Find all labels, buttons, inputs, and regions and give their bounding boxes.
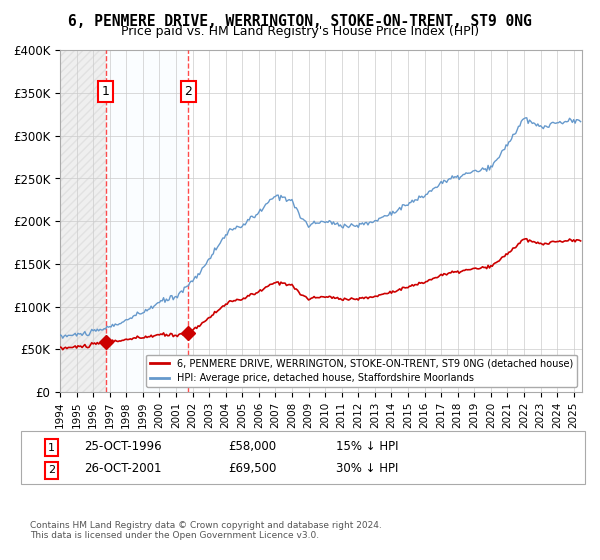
Legend: 6, PENMERE DRIVE, WERRINGTON, STOKE-ON-TRENT, ST9 0NG (detached house), HPI: Ave: 6, PENMERE DRIVE, WERRINGTON, STOKE-ON-T… [146,354,577,387]
Text: 1: 1 [48,443,55,453]
Text: £69,500: £69,500 [228,462,277,475]
Text: Contains HM Land Registry data © Crown copyright and database right 2024.
This d: Contains HM Land Registry data © Crown c… [30,521,382,540]
Text: 1: 1 [101,85,110,98]
Text: 2: 2 [48,465,55,475]
Bar [60,50,106,392]
Text: 25-OCT-1996: 25-OCT-1996 [84,440,161,452]
Text: £58,000: £58,000 [228,440,276,452]
Text: 2: 2 [184,85,193,98]
Text: 30% ↓ HPI: 30% ↓ HPI [336,462,398,475]
Bar [106,50,188,392]
Text: Price paid vs. HM Land Registry's House Price Index (HPI): Price paid vs. HM Land Registry's House … [121,25,479,38]
Text: 15% ↓ HPI: 15% ↓ HPI [336,440,398,452]
Text: 6, PENMERE DRIVE, WERRINGTON, STOKE-ON-TRENT, ST9 0NG: 6, PENMERE DRIVE, WERRINGTON, STOKE-ON-T… [68,14,532,29]
Text: 26-OCT-2001: 26-OCT-2001 [84,462,161,475]
